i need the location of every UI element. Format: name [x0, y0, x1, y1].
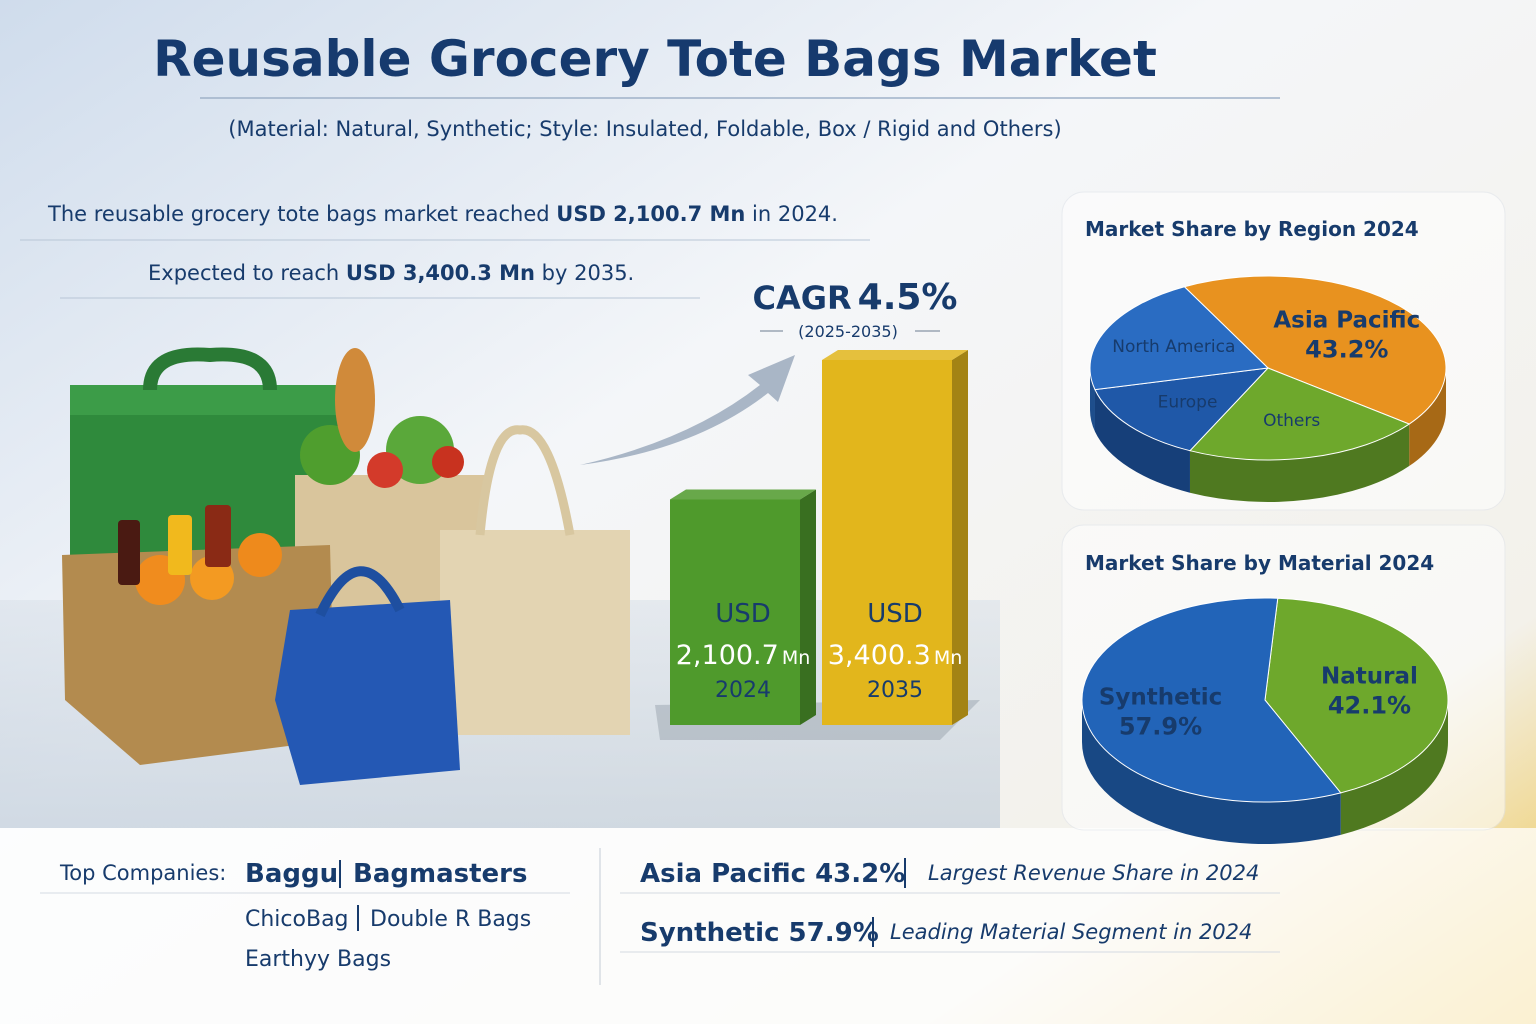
- bar-prefix: USD: [715, 599, 771, 629]
- cagr: CAGR 4.5%: [753, 277, 958, 318]
- summary-line: The reusable grocery tote bags market re…: [47, 202, 838, 226]
- slice-side: [1189, 424, 1410, 502]
- highlight-text: Leading Material Segment in 2024: [890, 920, 1252, 944]
- tomato: [432, 446, 464, 478]
- company: Baggu: [245, 859, 338, 889]
- bag-handle: [143, 347, 277, 391]
- company: ChicoBag: [245, 907, 349, 932]
- bar-top: [822, 350, 968, 360]
- slice-label: Natural: [1321, 664, 1418, 690]
- title: Reusable Grocery Tote Bags Market: [153, 30, 1157, 88]
- blue-bag-handle: [315, 566, 405, 618]
- tomato: [367, 452, 403, 488]
- slice-side: [1082, 700, 1341, 844]
- cagr-value: 4.5%: [858, 277, 958, 318]
- highlight-title: Asia Pacific 43.2%: [640, 859, 905, 889]
- growth-arrow: [580, 355, 795, 465]
- slice-side: [1090, 368, 1095, 432]
- bar: [670, 499, 800, 725]
- slice-side: [1094, 389, 1190, 493]
- value-label: 43.2%: [1305, 336, 1388, 364]
- paper-bag: [62, 545, 335, 765]
- chart-title: Market Share by Material 2024: [1085, 551, 1434, 575]
- cagr-period: (2025-2035): [798, 322, 898, 341]
- text: in 2024.: [745, 202, 838, 226]
- highlight-title: Synthetic 57.9%: [640, 918, 879, 948]
- value-label: 3,400.3: [828, 640, 931, 671]
- company: Bagmasters: [353, 859, 527, 889]
- bar-label: 3,400.3 Mn: [828, 640, 963, 671]
- companies-label: Top Companies:: [59, 861, 226, 885]
- x-tick-label: 2024: [715, 678, 771, 703]
- value-label: 2,100.7: [676, 640, 779, 671]
- bar-label: 2,100.7 Mn: [676, 640, 811, 671]
- text: USD 3,400.3 Mn: [346, 261, 535, 285]
- value-unit: Mn: [782, 647, 810, 669]
- slice-label: Others: [1263, 411, 1320, 431]
- bag-lid: [70, 385, 340, 415]
- summary-line: Expected to reach USD 3,400.3 Mn by 2035…: [148, 261, 634, 285]
- bar-side: [952, 350, 968, 725]
- bread: [335, 348, 375, 452]
- highlight-text: Largest Revenue Share in 2024: [928, 861, 1259, 885]
- bar-top: [670, 489, 816, 500]
- bags-illustration: [62, 347, 980, 785]
- slice-label: North America: [1112, 337, 1235, 357]
- slice-side: [1409, 368, 1446, 467]
- pie-slice: [1089, 286, 1270, 391]
- value-label: 57.9%: [1119, 712, 1202, 740]
- slice-side: [1340, 700, 1448, 835]
- bottle: [205, 505, 231, 567]
- text: Expected to reach: [148, 261, 346, 285]
- footer-band: [0, 828, 1536, 1024]
- chart-title: Market Share by Region 2024: [1085, 217, 1419, 241]
- bar: [822, 360, 952, 725]
- value-label: 42.1%: [1328, 692, 1411, 720]
- bottle: [168, 515, 192, 575]
- slice-label: Synthetic: [1099, 684, 1222, 710]
- tote-handle: [475, 425, 575, 536]
- text: The reusable grocery tote bags market re…: [47, 202, 556, 226]
- pie-slice: [1264, 597, 1449, 794]
- slice-label: Europe: [1158, 392, 1218, 412]
- orange: [238, 533, 282, 577]
- bar-prefix: USD: [867, 599, 923, 629]
- x-tick-label: 2035: [867, 678, 923, 703]
- blue-bag: [275, 600, 460, 785]
- tote-bag: [440, 530, 630, 735]
- cagr-label: CAGR: [753, 279, 852, 317]
- pie-slice: [1183, 275, 1447, 425]
- pie-slice: [1081, 597, 1342, 803]
- text: USD 2,100.7 Mn: [556, 202, 745, 226]
- pie-slice: [1094, 367, 1270, 452]
- pie-slice: [1189, 367, 1411, 461]
- value-unit: Mn: [934, 647, 962, 669]
- bottle: [118, 520, 140, 585]
- company: Double R Bags: [370, 907, 531, 932]
- text: by 2035.: [535, 261, 634, 285]
- slice-label: Asia Pacific: [1273, 308, 1420, 334]
- company: Earthyy Bags: [245, 947, 391, 972]
- bar-side: [800, 489, 816, 725]
- subtitle: (Material: Natural, Synthetic; Style: In…: [228, 117, 1061, 141]
